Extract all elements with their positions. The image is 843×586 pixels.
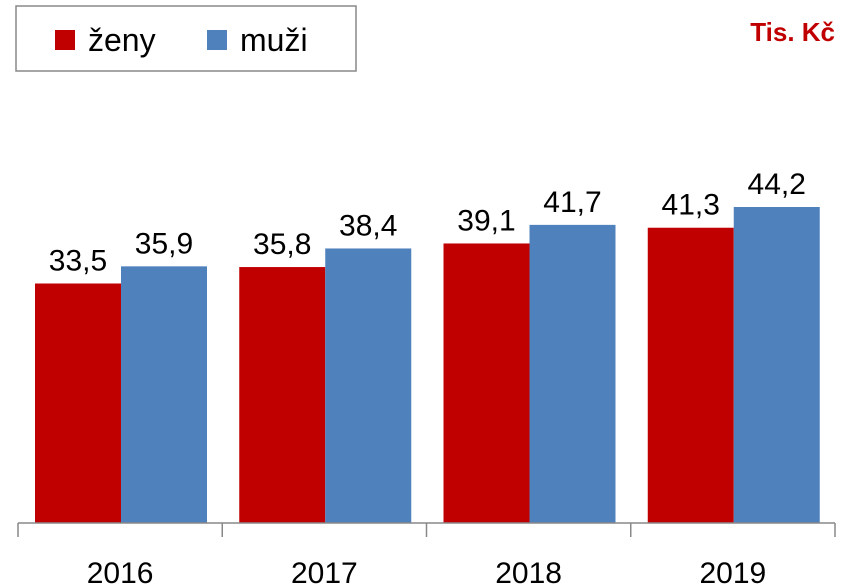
bar <box>325 248 412 523</box>
legend-swatch <box>207 30 227 50</box>
data-label: 33,5 <box>49 244 107 277</box>
bar <box>35 283 121 523</box>
legend-swatch <box>55 30 75 50</box>
bar <box>239 267 326 523</box>
legend-label: ženy <box>88 22 156 58</box>
bar <box>733 207 820 523</box>
unit-annotation: Tis. Kč <box>750 17 835 47</box>
data-label: 39,1 <box>457 204 515 237</box>
bar <box>121 266 207 523</box>
x-tick-label: 2018 <box>495 557 562 586</box>
bar <box>443 243 530 523</box>
x-tick-label: 2019 <box>700 557 767 586</box>
data-label: 44,2 <box>748 168 806 201</box>
bar <box>647 227 734 523</box>
data-label: 41,3 <box>662 189 720 222</box>
data-label: 35,9 <box>135 227 193 260</box>
x-tick-label: 2017 <box>291 557 358 586</box>
data-label: 38,4 <box>339 209 397 242</box>
data-label: 35,8 <box>253 228 311 261</box>
bar <box>529 224 616 524</box>
legend-label: muži <box>240 22 308 58</box>
x-tick-label: 2016 <box>87 557 154 586</box>
data-label: 41,7 <box>543 186 601 219</box>
